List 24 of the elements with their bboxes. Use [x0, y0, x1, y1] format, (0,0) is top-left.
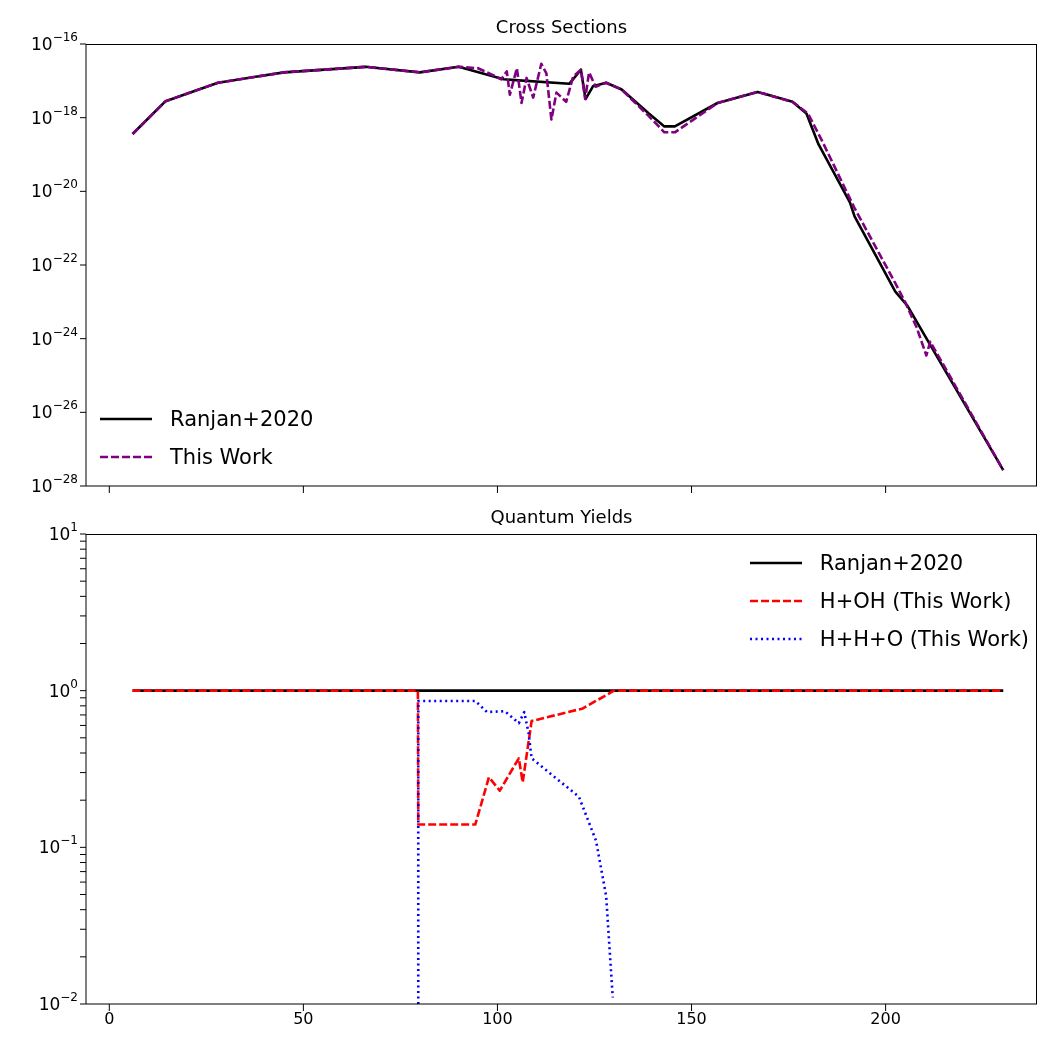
legend-label: H+H+O (This Work): [819, 627, 1029, 651]
y-tick-label: 10$^{−26}$: [31, 398, 78, 423]
x-tick-label: 200: [870, 1009, 901, 1029]
chart-title: Quantum Yields: [489, 506, 634, 527]
y-tick-label: 10$^{−20}$: [31, 177, 78, 202]
y-tick-label: 10$^{−28}$: [31, 472, 78, 496]
y-tick-label: 10$^{−2}$: [38, 990, 78, 1014]
legend-label: This Work: [170, 445, 273, 469]
legend-label: Ranjan+2020: [170, 407, 314, 431]
y-tick-label: 10$^{1}$: [48, 520, 78, 544]
y-tick-label: 10$^{0}$: [48, 676, 78, 701]
legend-label: H+OH (This Work): [819, 589, 1012, 613]
line-series: [416, 699, 615, 1004]
y-tick-label: 10$^{−18}$: [31, 103, 78, 128]
x-tick-label: 150: [676, 1009, 707, 1029]
x-tick-label: 100: [482, 1009, 513, 1029]
y-tick-label: 10$^{−22}$: [31, 251, 78, 275]
y-tick-label: 10$^{−24}$: [31, 324, 78, 349]
chart-title: Cross Sections: [494, 16, 629, 37]
y-tick-label: 10$^{−1}$: [38, 833, 78, 858]
x-tick-label: 0: [104, 1009, 115, 1029]
legend-label: Ranjan+2020: [819, 551, 964, 575]
x-tick-label: 50: [293, 1009, 314, 1029]
y-tick-label: 10$^{−16}$: [31, 30, 78, 54]
